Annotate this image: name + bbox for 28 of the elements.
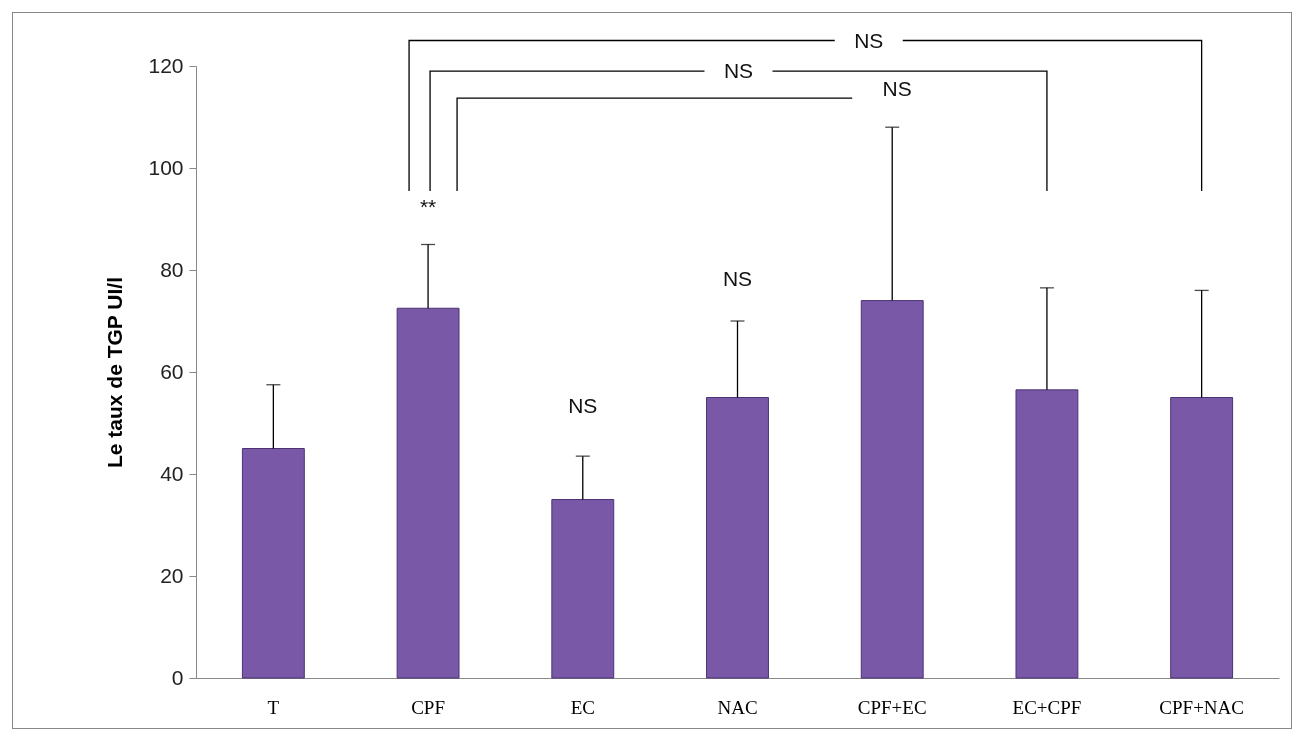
text: NS — [854, 28, 884, 52]
y-tick-label: 80 — [160, 257, 184, 281]
bar — [551, 499, 615, 679]
bar — [396, 307, 460, 679]
x-tick-label: CPF+EC — [857, 696, 927, 718]
y-axis-title: Le taux de TGP UI/l — [103, 277, 127, 468]
y-tick-label: 100 — [148, 155, 184, 179]
annotation: NS — [722, 266, 753, 290]
x-tick-label: CPF — [411, 696, 445, 718]
bar — [1015, 389, 1079, 679]
x-tick-label: EC+CPF — [1012, 696, 1082, 718]
annotation: NS — [723, 59, 754, 83]
y-tick-label: 20 — [160, 563, 184, 587]
y-tick-label: 40 — [160, 461, 184, 485]
x-tick-label: NAC — [717, 696, 758, 718]
annotation: ** — [419, 195, 437, 219]
bar — [1170, 397, 1234, 679]
x-tick-label: T — [267, 696, 280, 718]
x-tick-label: EC — [570, 696, 595, 718]
annotation: NS — [568, 394, 598, 418]
y-tick-label: 0 — [171, 665, 184, 689]
annotation: NS — [882, 77, 912, 101]
bar — [241, 448, 305, 679]
bar — [706, 397, 769, 679]
bar — [860, 300, 924, 679]
y-tick-label: 120 — [148, 53, 184, 77]
y-tick-label: 60 — [160, 359, 184, 383]
x-tick-label: CPF+NAC — [1159, 696, 1244, 718]
